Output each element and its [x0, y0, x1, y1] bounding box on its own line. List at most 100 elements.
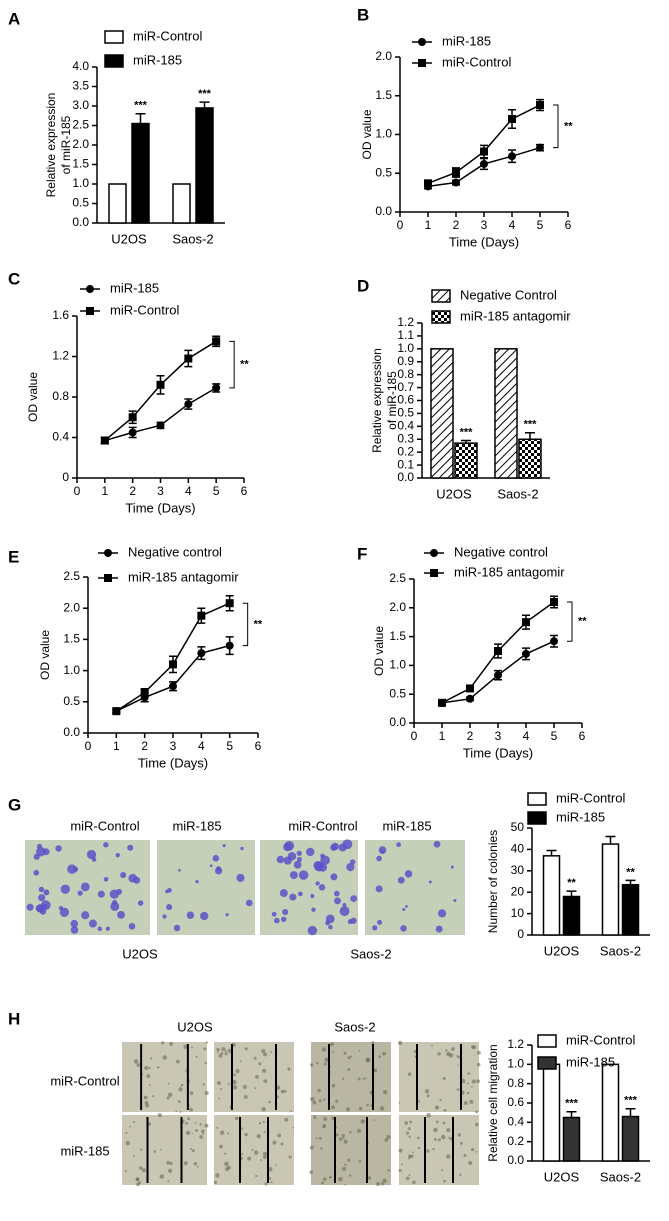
cell [405, 1131, 410, 1135]
cell [468, 1160, 473, 1165]
colony [137, 900, 144, 906]
y-tick-label: 0.6 [397, 393, 414, 407]
y-tick-label: 0.8 [507, 1076, 524, 1090]
x-tick-label: Saos-2 [600, 943, 641, 958]
cell [360, 1119, 366, 1124]
cell [373, 1119, 376, 1121]
y-tick-label: 0.8 [397, 367, 414, 381]
cell [318, 1136, 322, 1140]
cell [261, 1106, 266, 1112]
cell [262, 1151, 268, 1157]
cell [132, 1154, 135, 1157]
cell [288, 1155, 292, 1159]
cell [167, 1092, 173, 1098]
colony [375, 885, 383, 893]
cell [167, 1082, 170, 1085]
cell [191, 1046, 194, 1049]
cell [262, 1155, 267, 1159]
colony [97, 926, 103, 932]
y-axis-label: of miR-185 [385, 371, 399, 430]
image-caption: U2OS [122, 946, 158, 961]
cell [350, 1055, 353, 1058]
cell [343, 1139, 348, 1144]
y-tick-label: 0.5 [72, 196, 89, 210]
cell [382, 1051, 386, 1056]
bar [454, 442, 478, 479]
cell [323, 1062, 327, 1066]
bar [601, 1063, 620, 1162]
y-tick-label: 0.7 [397, 380, 414, 394]
colony [342, 902, 347, 907]
panel-letter: D [357, 276, 369, 295]
colony-image [157, 840, 255, 935]
significance-label: *** [460, 426, 474, 438]
cell [218, 1053, 223, 1058]
cell [321, 1047, 327, 1052]
cell [247, 1156, 252, 1161]
colony [284, 840, 295, 851]
image-label: miR-185 [382, 818, 431, 833]
cell [412, 1151, 414, 1154]
cell [387, 1168, 390, 1172]
cell [132, 1121, 136, 1124]
data-point [494, 647, 502, 655]
data-point [140, 688, 149, 697]
cell [221, 1047, 226, 1052]
colony [396, 842, 401, 848]
cell [405, 1176, 410, 1181]
data-point [225, 641, 234, 650]
legend-label: miR-Control [110, 302, 179, 317]
bar [542, 855, 561, 936]
y-tick-label: 0.5 [397, 406, 414, 420]
error-bar [199, 101, 210, 108]
legend-marker [104, 574, 112, 582]
data-point [169, 660, 177, 669]
x-tick-label: 2 [453, 218, 460, 232]
cell [382, 1178, 387, 1184]
x-tick-label: 5 [551, 729, 558, 743]
colony [307, 925, 318, 936]
cell [147, 1122, 152, 1126]
cell [227, 1132, 230, 1135]
y-tick-label: 1.1 [397, 328, 414, 342]
significance-label: *** [198, 88, 212, 100]
y-tick-label: 3.0 [72, 98, 89, 112]
data-point [508, 152, 516, 161]
cell [162, 1055, 168, 1060]
cell [358, 1106, 363, 1111]
colony [43, 889, 50, 896]
cell [160, 1148, 162, 1151]
cell [177, 1100, 181, 1103]
data-point [536, 143, 544, 152]
colony [405, 905, 408, 908]
data-point [212, 383, 221, 392]
legend-swatch [537, 1056, 557, 1070]
data-point [156, 380, 165, 389]
cell [338, 1176, 343, 1182]
cell [335, 1099, 339, 1103]
legend-swatch [527, 792, 547, 806]
cell [434, 1105, 440, 1110]
cell [432, 1147, 435, 1151]
cell [357, 1128, 362, 1133]
colony [162, 914, 167, 919]
y-axis-label: OD value [38, 630, 52, 680]
cell [463, 1101, 468, 1106]
y-tick-label: 20 [511, 884, 525, 898]
cell [437, 1052, 441, 1056]
cell [321, 1181, 325, 1185]
x-axis-label: Time (Days) [125, 500, 195, 515]
cell [322, 1177, 327, 1181]
cell [143, 1095, 148, 1100]
cell [169, 1161, 173, 1166]
cell [203, 1047, 207, 1051]
colony [273, 917, 280, 924]
image-label: miR-Control [70, 818, 139, 833]
cell [408, 1135, 411, 1138]
cell [258, 1062, 262, 1066]
cell [251, 1148, 254, 1151]
panel-letter: F [357, 544, 367, 563]
cell [141, 1168, 146, 1173]
colony [60, 884, 70, 894]
colony [70, 926, 79, 934]
